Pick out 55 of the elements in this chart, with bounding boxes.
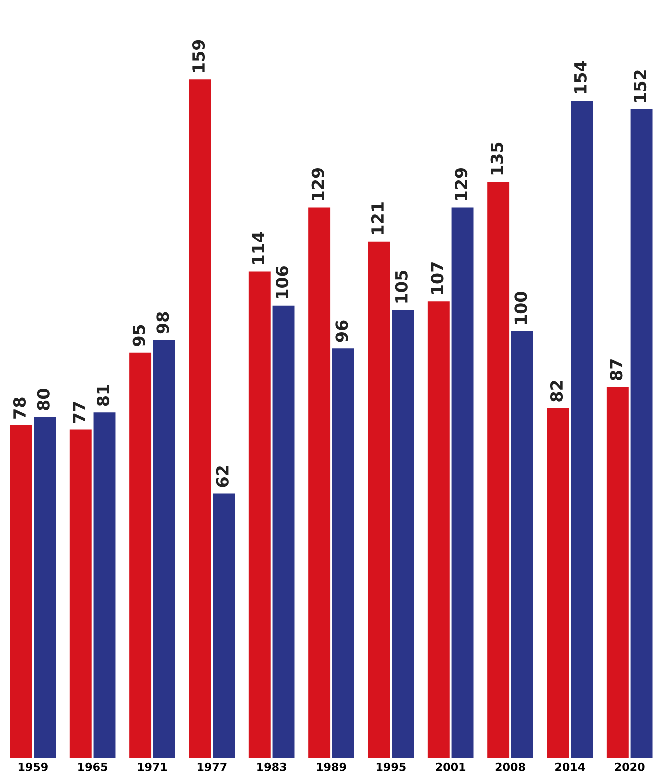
bar (606, 387, 629, 759)
data-label: 95 (132, 325, 146, 346)
bar (571, 100, 594, 759)
bar (248, 272, 271, 759)
data-label: 98 (156, 312, 170, 334)
data-label: 105 (395, 271, 408, 303)
x-tick-label: 1983 (258, 762, 286, 772)
data-label: 154 (574, 61, 587, 94)
data-label: 129 (455, 168, 468, 200)
data-label: 106 (276, 266, 289, 298)
bar (368, 242, 390, 759)
bar (153, 340, 176, 759)
x-tick-label: 1959 (18, 762, 48, 772)
data-label: 81 (96, 385, 110, 406)
x-tick-label: 2014 (556, 762, 586, 772)
data-label: 121 (371, 202, 384, 234)
bar (392, 310, 414, 759)
bar (213, 494, 236, 759)
data-label: 159 (192, 40, 206, 72)
data-label: 114 (252, 232, 264, 264)
bar (488, 182, 510, 759)
bar (10, 425, 32, 759)
data-label: 96 (336, 320, 348, 342)
bar (130, 352, 152, 759)
bar (189, 80, 212, 759)
bar (547, 408, 570, 759)
bar (34, 416, 56, 759)
x-tick-label: 2001 (436, 762, 466, 772)
data-label: 62 (216, 466, 229, 488)
x-tick-label: 1965 (78, 762, 108, 772)
bar (70, 430, 92, 759)
bar (452, 208, 474, 759)
x-tick-label: 1971 (138, 762, 168, 772)
data-label: 87 (610, 360, 623, 380)
bar (511, 332, 534, 759)
data-label: 77 (73, 402, 86, 424)
x-tick-label: 2008 (496, 762, 526, 772)
bar (332, 348, 354, 759)
data-label: 100 (514, 292, 528, 324)
bar (428, 302, 450, 759)
x-tick-label: 1995 (376, 762, 406, 772)
data-label: 82 (550, 381, 564, 402)
bar (272, 306, 295, 759)
data-label: 78 (13, 398, 26, 419)
bar (94, 412, 116, 759)
bar (308, 208, 331, 759)
x-tick-label: 1989 (317, 762, 346, 772)
bar (630, 110, 653, 759)
x-tick-label: 1977 (198, 762, 227, 772)
data-label: 152 (634, 70, 647, 102)
x-tick-label: 2020 (615, 762, 645, 772)
data-label: 107 (431, 262, 444, 294)
data-label: 129 (312, 168, 324, 200)
data-label: 135 (490, 142, 504, 175)
data-label: 80 (37, 388, 50, 410)
